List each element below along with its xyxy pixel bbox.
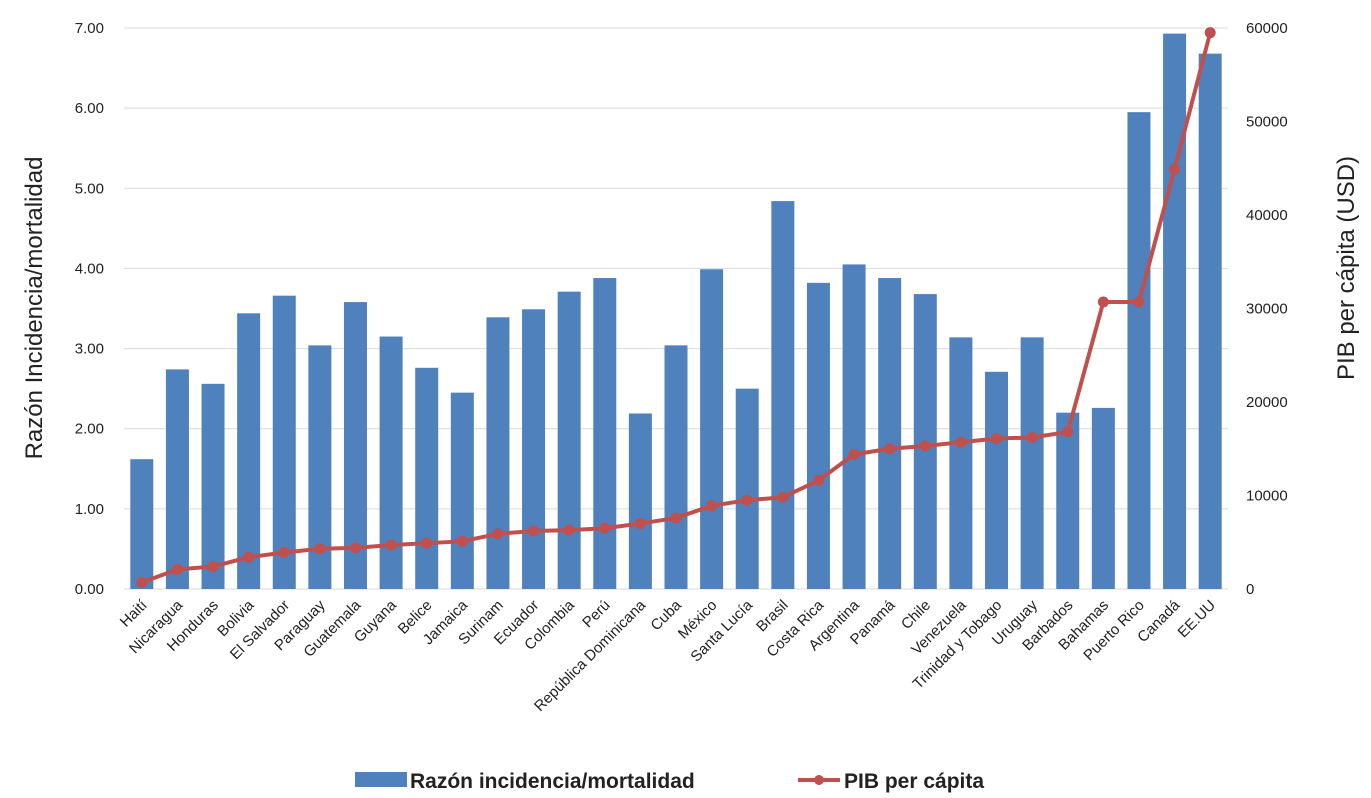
y-tick-label: 6.00	[75, 100, 104, 117]
line-point	[706, 500, 717, 511]
right-axis-ticks: 0 10000 20000 30000 40000 50000 60000	[1246, 20, 1288, 598]
y2-tick-label: 40000	[1246, 207, 1288, 224]
bar	[1021, 337, 1044, 589]
bar	[1163, 34, 1186, 589]
line-point	[1062, 426, 1073, 437]
y-tick-label: 7.00	[75, 20, 104, 37]
line-point	[920, 440, 931, 451]
line-point	[1098, 296, 1109, 307]
legend: Razón incidencia/mortalidad PIB per cápi…	[355, 770, 984, 793]
line-point	[172, 564, 183, 575]
y-tick-label: 2.00	[75, 421, 104, 438]
line-point	[635, 518, 646, 529]
legend-swatch-bars	[355, 772, 407, 787]
line-point	[1133, 296, 1144, 307]
line-point	[564, 525, 575, 536]
y-tick-label: 1.00	[75, 501, 104, 518]
bar	[451, 393, 474, 589]
right-axis-title: PIB per cápita (USD)	[1333, 156, 1360, 380]
bar	[629, 413, 652, 589]
y2-tick-label: 60000	[1246, 20, 1288, 37]
bar	[1056, 413, 1079, 589]
bar	[736, 389, 759, 589]
bar	[1127, 112, 1150, 589]
bar	[700, 269, 723, 589]
line-point	[1205, 27, 1216, 38]
line-point	[492, 528, 503, 539]
line-point	[1027, 432, 1038, 443]
bar	[593, 278, 616, 589]
line-point	[742, 495, 753, 506]
line-point	[884, 443, 895, 454]
line-point	[279, 547, 290, 558]
line-point	[671, 512, 682, 523]
bar	[843, 264, 866, 589]
legend-label-line: PIB per cápita	[844, 770, 984, 793]
line-point	[208, 561, 219, 572]
bar	[949, 337, 972, 589]
bar	[985, 372, 1008, 589]
bar	[273, 296, 296, 589]
line-point	[599, 523, 610, 534]
bar	[558, 292, 581, 589]
line-point	[528, 526, 539, 537]
line-point	[955, 437, 966, 448]
line-point	[991, 433, 1002, 444]
line-point	[1169, 164, 1180, 175]
line-point	[350, 542, 361, 553]
line-point	[813, 475, 824, 486]
line-point	[136, 577, 147, 588]
line-point	[314, 543, 325, 554]
legend-label-bars: Razón incidencia/mortalidad	[410, 770, 695, 793]
y-tick-label: 5.00	[75, 180, 104, 197]
y2-tick-label: 50000	[1246, 114, 1288, 131]
y-tick-label: 4.00	[75, 260, 104, 277]
line-point	[777, 492, 788, 503]
left-axis-title: Razón Incidencia/mortalidad	[21, 157, 48, 460]
bar	[1092, 408, 1115, 589]
bar	[1199, 54, 1222, 589]
left-axis-ticks: 0.00 1.00 2.00 3.00 4.00 5.00 6.00 7.00	[75, 20, 104, 598]
bar	[202, 384, 225, 589]
bar	[807, 283, 830, 589]
category-label: EE.UU	[1175, 597, 1219, 641]
line-point	[457, 536, 468, 547]
bar	[878, 278, 901, 589]
bar	[415, 368, 438, 589]
bar	[486, 317, 509, 589]
y2-tick-label: 0	[1246, 581, 1254, 598]
bar	[130, 459, 153, 589]
legend-swatch-marker	[814, 775, 824, 785]
bar	[665, 345, 688, 589]
bar	[771, 201, 794, 589]
y2-tick-label: 20000	[1246, 394, 1288, 411]
bar-series	[130, 34, 1221, 589]
y-tick-label: 3.00	[75, 341, 104, 358]
bar	[166, 369, 189, 589]
line-point	[421, 538, 432, 549]
y-tick-label: 0.00	[75, 581, 104, 598]
y2-tick-label: 30000	[1246, 301, 1288, 318]
bar	[237, 313, 260, 589]
bar	[522, 309, 545, 589]
line-point	[849, 449, 860, 460]
y2-tick-label: 10000	[1246, 488, 1288, 505]
line-point	[243, 552, 254, 563]
bar	[380, 337, 403, 589]
line-point	[386, 540, 397, 551]
